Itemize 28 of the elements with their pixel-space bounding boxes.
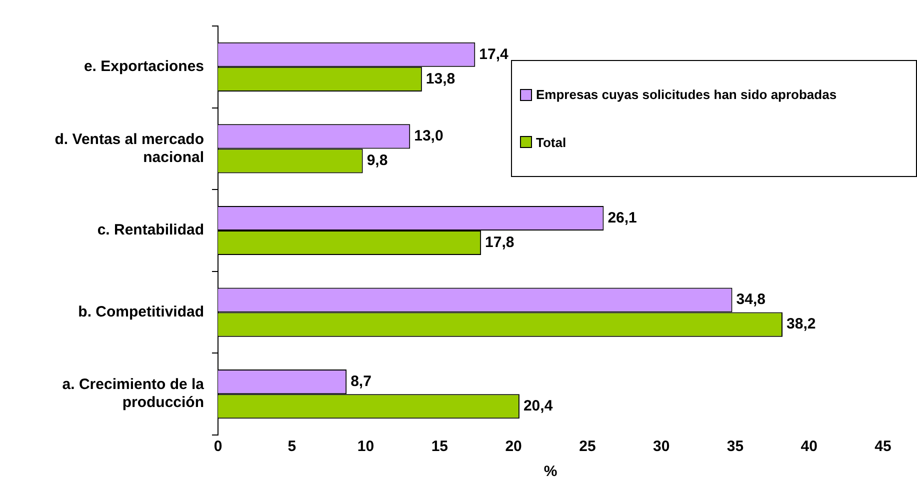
x-tick-label: 0 [214, 438, 222, 456]
y-tick-label: c. Rentabilidad [97, 222, 204, 239]
data-label: 13,8 [426, 70, 456, 88]
x-tick-label: 25 [579, 438, 596, 456]
data-label: 26,1 [608, 209, 637, 226]
x-tick-label: 20 [505, 438, 522, 456]
data-label: 13,0 [414, 128, 444, 145]
y-tick-label: e. Exportaciones [84, 58, 204, 76]
data-label: 34,8 [736, 291, 766, 308]
x-tick-label: 45 [874, 438, 892, 456]
x-tick-label: 30 [652, 438, 670, 456]
x-tick-label: 10 [357, 438, 374, 456]
data-label: 20,4 [523, 398, 554, 415]
y-tick-label: d. Ventas al mercado nacional [54, 130, 204, 166]
y-tick-label: b. Competitividad [78, 303, 204, 320]
x-tick-label: 40 [800, 438, 818, 456]
x-tick-label: 35 [726, 438, 744, 456]
data-label: 17,4 [479, 46, 509, 63]
legend-label: Empresas cuyas solicitudes han sido aprobadas [536, 87, 837, 102]
y-tick-label: a. Crecimiento de la producción [62, 376, 205, 412]
data-label: 9,8 [366, 152, 388, 170]
x-tick-label: 15 [431, 438, 448, 456]
legend-label: Total [536, 134, 566, 150]
data-label: 8,7 [350, 372, 372, 390]
x-axis-title: % [544, 463, 558, 480]
data-label: 38,2 [786, 316, 816, 333]
data-label: 17,8 [485, 234, 514, 251]
x-tick-label: 5 [288, 438, 296, 456]
